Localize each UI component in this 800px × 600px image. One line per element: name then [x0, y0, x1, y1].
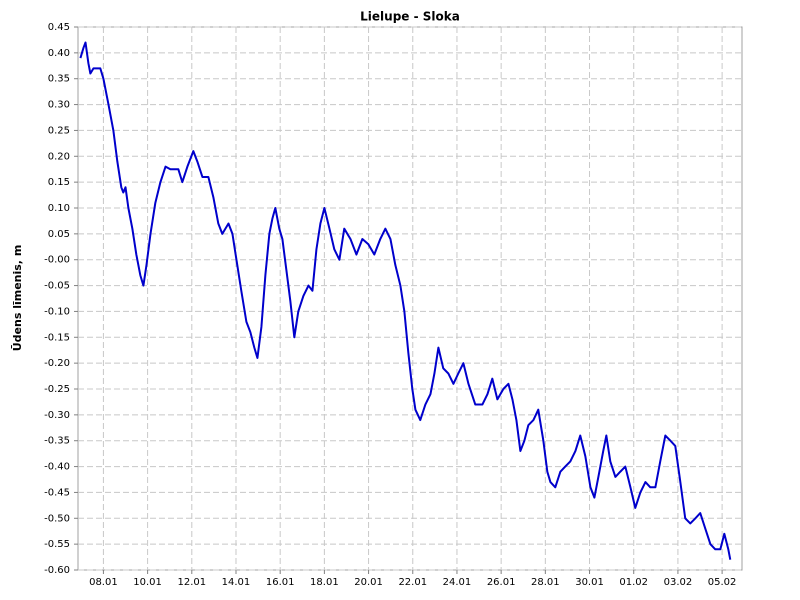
x-tick-label: 08.01: [89, 577, 118, 588]
x-tick-label: 16.01: [266, 577, 295, 588]
y-tick-label: 0.10: [48, 203, 70, 214]
y-tick-label: 0.20: [48, 151, 70, 162]
y-tick-label: 0.40: [48, 48, 70, 59]
x-tick-label: 03.02: [664, 577, 693, 588]
data-line: [79, 41, 732, 560]
y-tick-label: -0.45: [44, 487, 70, 498]
chart-title: Lielupe - Sloka: [360, 10, 460, 24]
y-tick-label: -0.55: [44, 539, 70, 550]
y-tick-label: -0.15: [44, 332, 70, 343]
y-tick-label: -0.50: [44, 513, 70, 524]
y-tick-label: 0.35: [48, 74, 70, 85]
x-tick-label: 22.01: [398, 577, 427, 588]
y-tick-label: -0.05: [44, 281, 70, 292]
x-tick-label: 01.02: [619, 577, 648, 588]
x-tick-label: 14.01: [222, 577, 251, 588]
y-tick-label: -0.30: [44, 410, 70, 421]
x-tick-label: 12.01: [177, 577, 206, 588]
y-tick-label: -0.20: [44, 358, 70, 369]
plot-area: [77, 26, 743, 571]
x-tick-label: 20.01: [354, 577, 383, 588]
y-tick-label: -0.25: [44, 384, 70, 395]
x-tick-label: 18.01: [310, 577, 339, 588]
y-tick-label: -0.40: [44, 462, 70, 473]
y-tick-label: 0.30: [48, 100, 70, 111]
y-tick-label: 0.05: [48, 229, 70, 240]
x-tick-label: 30.01: [575, 577, 604, 588]
x-tick-label: 24.01: [443, 577, 472, 588]
x-tick-label: 26.01: [487, 577, 516, 588]
y-tick-label: 0.45: [48, 22, 70, 33]
y-axis-label: Ūdens līmenis, m: [11, 245, 24, 352]
y-tick-label: -0.60: [44, 565, 70, 576]
y-tick-label: -0.35: [44, 436, 70, 447]
x-tick-label: 05.02: [708, 577, 737, 588]
y-tick-label: 0.15: [48, 177, 70, 188]
y-tick-label: 0.25: [48, 125, 70, 136]
y-tick-label: -0.00: [44, 255, 70, 266]
x-tick-label: 10.01: [133, 577, 162, 588]
x-tick-label: 28.01: [531, 577, 560, 588]
y-tick-label: -0.10: [44, 306, 70, 317]
